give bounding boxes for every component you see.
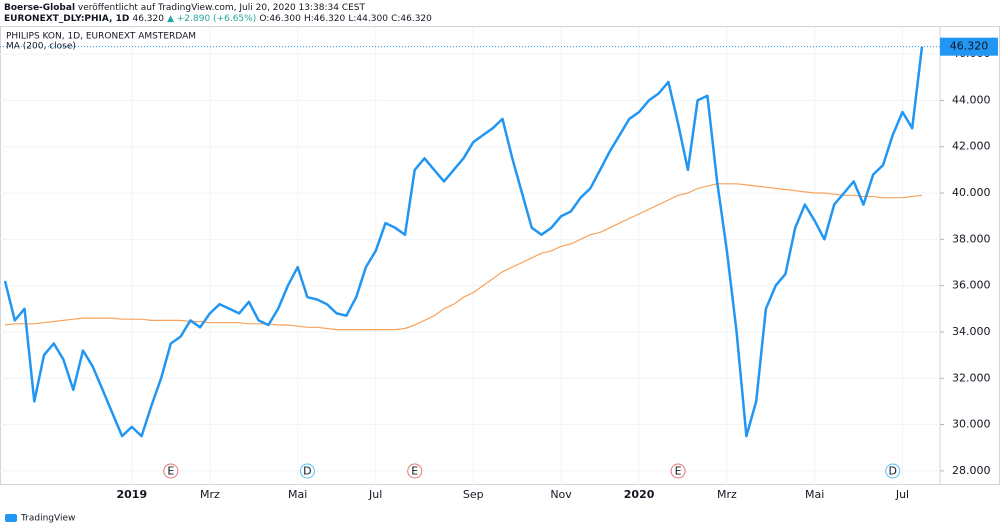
- x-tick-label: 2020: [624, 488, 655, 501]
- y-tick-label: 34.000: [952, 325, 991, 338]
- chart-title: PHILIPS KON, 1D, EURONEXT AMSTERDAM: [6, 32, 196, 42]
- publisher-line: Boerse-Global veröffentlicht auf Trading…: [4, 3, 366, 13]
- x-tick-label: Mrz: [717, 488, 737, 501]
- x-tick-label: Jul: [368, 488, 382, 501]
- logo: TradingView: [5, 514, 75, 524]
- x-tick-label: Mai: [805, 488, 824, 501]
- y-tick-label: 42.000: [952, 140, 991, 153]
- last-price-tag: [940, 37, 998, 56]
- x-tick-label: 2019: [117, 488, 148, 501]
- event-marker: [163, 463, 179, 479]
- event-marker: [299, 463, 315, 479]
- event-label: D: [303, 465, 311, 478]
- event-marker: [670, 463, 686, 479]
- y-tick-label: 32.000: [952, 371, 991, 384]
- y-tick-label: 28.000: [952, 464, 991, 477]
- logo-mark: [5, 514, 17, 522]
- x-tick-label: Jul: [895, 488, 909, 501]
- event-label: E: [167, 465, 174, 478]
- event-marker: [885, 463, 901, 479]
- close: C:46.320: [391, 14, 432, 24]
- y-tick-label: 44.000: [952, 93, 991, 106]
- quote: 46.320: [132, 14, 164, 24]
- high: H:46.320: [304, 14, 346, 24]
- ma-legend: MA (200, close): [6, 42, 76, 52]
- y-tick-label: 40.000: [952, 186, 991, 199]
- brand: TradingView: [20, 514, 75, 524]
- y-tick-label: 30.000: [952, 418, 991, 431]
- publisher: Boerse-Global: [4, 3, 75, 13]
- open: O:46.300: [259, 14, 301, 24]
- event-label: E: [675, 465, 682, 478]
- low: L:44.300: [348, 14, 388, 24]
- price-line: [3, 46, 924, 438]
- x-tick-label: Mai: [288, 488, 307, 501]
- x-tick-label: Nov: [550, 488, 572, 501]
- event-marker: [407, 463, 423, 479]
- y-tick-label: 38.000: [952, 232, 991, 245]
- x-tick-label: Mrz: [200, 488, 220, 501]
- quote-line: EURONEXT_DLY:PHIA, 1D 46.320 ▲ +2.890 (+…: [4, 14, 432, 24]
- symbol: EURONEXT_DLY:PHIA, 1D: [4, 14, 129, 24]
- change: ▲ +2.890 (+6.65%): [167, 14, 256, 24]
- published: veröffentlicht auf TradingView.com, Juli…: [75, 3, 365, 13]
- last-price-label: 46.320: [950, 40, 989, 53]
- x-tick-label: Sep: [463, 488, 484, 501]
- y-tick-label: 36.000: [952, 279, 991, 292]
- ma-line: [4, 183, 923, 331]
- event-label: D: [888, 465, 896, 478]
- event-label: E: [411, 465, 418, 478]
